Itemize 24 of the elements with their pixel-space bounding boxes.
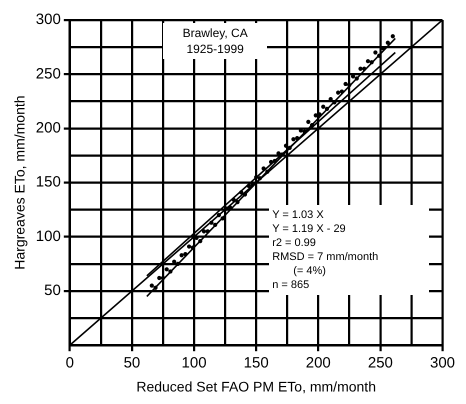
x-axis-title: Reduced Set FAO PM ETo, mm/month xyxy=(136,378,376,394)
x-tick-label: 250 xyxy=(368,354,393,372)
y-axis-title: Hargreaves ETo, mm/month xyxy=(11,95,28,270)
annotation: r2 = 0.99 xyxy=(271,236,317,250)
x-tick-label: 150 xyxy=(244,354,269,372)
y-tick-label: 50 xyxy=(44,282,61,300)
x-tick-label: 0 xyxy=(66,354,74,372)
annotation: (= 4%) xyxy=(292,264,327,278)
y-tick-label: 100 xyxy=(36,228,61,245)
y-tick-label: 150 xyxy=(36,174,61,191)
x-tick-label: 50 xyxy=(124,354,140,372)
label-box: Brawley, CA 1925-1999 xyxy=(162,23,268,59)
annotation: Y = 1.19 X - 29 xyxy=(271,222,347,236)
y-tick-label: 250 xyxy=(36,65,61,82)
annotation: n = 865 xyxy=(271,278,310,292)
x-tick-label: 100 xyxy=(182,354,207,372)
annotation: RMSD = 7 mm/month xyxy=(271,250,380,264)
y-tick-label: 200 xyxy=(36,120,61,137)
x-tick-label: 300 xyxy=(430,354,455,372)
annotation: Brawley, CA xyxy=(182,25,249,41)
annotation: Y = 1.03 X xyxy=(271,208,325,222)
annotation: 1925-1999 xyxy=(185,41,245,57)
y-tick-label: 300 xyxy=(36,11,61,28)
x-tick-label: 200 xyxy=(306,354,331,372)
